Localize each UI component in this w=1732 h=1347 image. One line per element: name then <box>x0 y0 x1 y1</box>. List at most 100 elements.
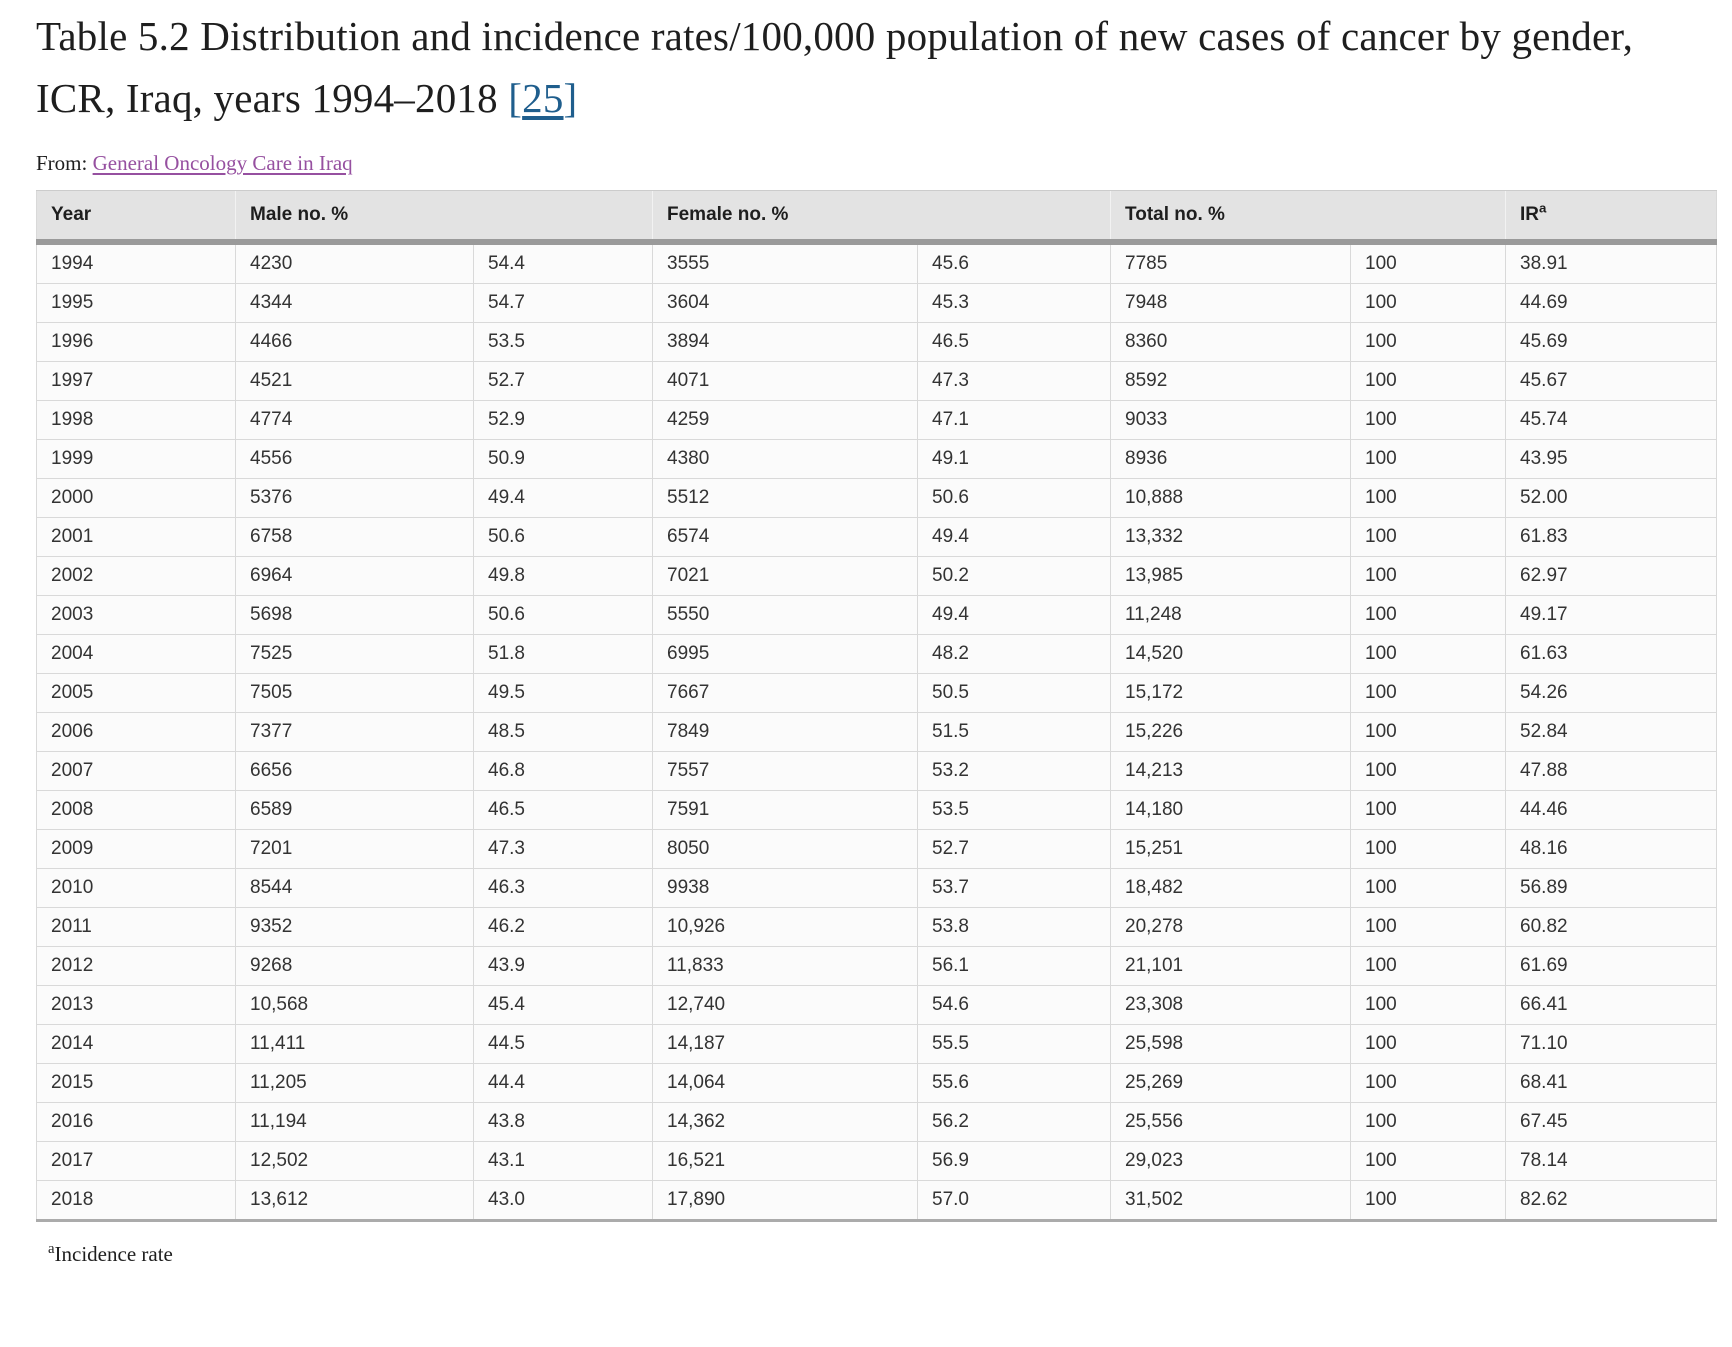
cell-year: 2008 <box>36 790 236 830</box>
header-male: Male no. % <box>235 190 653 245</box>
table-row: 2015 11,205 44.4 14,064 55.6 25,269 100 68.41 <box>36 1063 1717 1103</box>
table-row: 2012 9268 43.9 11,833 56.1 21,101 100 61.69 <box>36 946 1717 986</box>
cell-female-no: 6995 <box>652 634 918 674</box>
cell-female-no: 4380 <box>652 439 918 479</box>
cell-ir: 45.74 <box>1505 400 1717 440</box>
cell-total-no: 13,332 <box>1110 517 1351 557</box>
header-ir-superscript: a <box>1539 200 1547 216</box>
cell-ir: 61.63 <box>1505 634 1717 674</box>
cell-ir: 44.69 <box>1505 283 1717 323</box>
table-row: 2004 7525 51.8 6995 48.2 14,520 100 61.63 <box>36 634 1717 674</box>
header-female: Female no. % <box>651 190 1111 245</box>
cell-total-no: 29,023 <box>1110 1141 1351 1181</box>
cell-total-pct: 100 <box>1350 868 1506 908</box>
cell-female-pct: 45.6 <box>916 242 1111 284</box>
cell-total-pct: 100 <box>1350 673 1506 713</box>
cell-female-pct: 55.6 <box>916 1063 1111 1103</box>
cell-female-pct: 56.9 <box>916 1141 1111 1181</box>
cell-total-no: 8592 <box>1110 361 1351 401</box>
cell-male-no: 4774 <box>235 400 474 440</box>
cell-female-no: 7849 <box>652 712 918 752</box>
cell-male-pct: 44.5 <box>473 1024 653 1064</box>
cell-female-no: 3604 <box>652 283 918 323</box>
cell-year: 1999 <box>36 439 236 479</box>
cell-total-pct: 100 <box>1350 985 1506 1025</box>
cell-male-no: 9352 <box>235 907 474 947</box>
cell-female-no: 7557 <box>652 751 918 791</box>
footnote: aIncidence rate <box>48 1242 1716 1267</box>
cell-female-no: 12,740 <box>652 985 918 1025</box>
cell-female-pct: 49.4 <box>916 517 1111 557</box>
table-row: 2017 12,502 43.1 16,521 56.9 29,023 100 78.14 <box>36 1141 1717 1181</box>
cell-ir: 44.46 <box>1505 790 1717 830</box>
cell-total-pct: 100 <box>1350 907 1506 947</box>
table-row: 1996 4466 53.5 3894 46.5 8360 100 45.69 <box>36 322 1717 362</box>
reference-link[interactable]: 25 <box>522 74 564 121</box>
cell-female-no: 5550 <box>652 595 918 635</box>
cell-year: 2016 <box>36 1102 236 1142</box>
cell-female-no: 6574 <box>652 517 918 557</box>
cell-female-pct: 50.2 <box>916 556 1111 596</box>
cell-total-no: 14,180 <box>1110 790 1351 830</box>
cell-year: 2014 <box>36 1024 236 1064</box>
cell-ir: 38.91 <box>1505 242 1717 284</box>
cell-total-pct: 100 <box>1350 712 1506 752</box>
table-row: 2005 7505 49.5 7667 50.5 15,172 100 54.26 <box>36 673 1717 713</box>
cell-ir: 67.45 <box>1505 1102 1717 1142</box>
cell-total-no: 10,888 <box>1110 478 1351 518</box>
table-row: 2010 8544 46.3 9938 53.7 18,482 100 56.89 <box>36 868 1717 908</box>
cell-year: 2003 <box>36 595 236 635</box>
cell-total-pct: 100 <box>1350 751 1506 791</box>
cell-female-pct: 51.5 <box>916 712 1111 752</box>
cell-ir: 49.17 <box>1505 595 1717 635</box>
cell-total-pct: 100 <box>1350 1141 1506 1181</box>
cell-year: 2018 <box>36 1180 236 1221</box>
cell-total-pct: 100 <box>1350 439 1506 479</box>
source-link[interactable]: General Oncology Care in Iraq <box>92 151 353 175</box>
cell-male-no: 5376 <box>235 478 474 518</box>
cell-total-pct: 100 <box>1350 478 1506 518</box>
cell-year: 2002 <box>36 556 236 596</box>
cell-total-no: 14,520 <box>1110 634 1351 674</box>
cell-female-pct: 56.1 <box>916 946 1111 986</box>
cell-female-pct: 53.5 <box>916 790 1111 830</box>
table-row: 2007 6656 46.8 7557 53.2 14,213 100 47.88 <box>36 751 1717 791</box>
cell-male-no: 7377 <box>235 712 474 752</box>
cell-total-pct: 100 <box>1350 283 1506 323</box>
cell-year: 1998 <box>36 400 236 440</box>
cell-male-pct: 43.8 <box>473 1102 653 1142</box>
cell-male-no: 6589 <box>235 790 474 830</box>
cell-total-no: 9033 <box>1110 400 1351 440</box>
table-row: 1994 4230 54.4 3555 45.6 7785 100 38.91 <box>36 242 1717 284</box>
cell-male-pct: 52.9 <box>473 400 653 440</box>
cell-total-pct: 100 <box>1350 1102 1506 1142</box>
source-line: From: General Oncology Care in Iraq <box>36 151 1716 176</box>
cell-total-pct: 100 <box>1350 556 1506 596</box>
cell-year: 2013 <box>36 985 236 1025</box>
cell-year: 2001 <box>36 517 236 557</box>
cell-total-no: 7785 <box>1110 242 1351 284</box>
cell-male-pct: 43.1 <box>473 1141 653 1181</box>
cell-male-no: 12,502 <box>235 1141 474 1181</box>
cell-female-pct: 55.5 <box>916 1024 1111 1064</box>
cell-ir: 60.82 <box>1505 907 1717 947</box>
cell-male-no: 6758 <box>235 517 474 557</box>
cell-female-no: 17,890 <box>652 1180 918 1221</box>
cell-year: 2006 <box>36 712 236 752</box>
cell-female-pct: 53.7 <box>916 868 1111 908</box>
cell-total-no: 15,226 <box>1110 712 1351 752</box>
cell-female-no: 7591 <box>652 790 918 830</box>
table-row: 2013 10,568 45.4 12,740 54.6 23,308 100 66.41 <box>36 985 1717 1025</box>
cell-ir: 71.10 <box>1505 1024 1717 1064</box>
header-ir: IRa <box>1505 190 1717 245</box>
cell-female-pct: 47.3 <box>916 361 1111 401</box>
cell-total-pct: 100 <box>1350 1063 1506 1103</box>
cell-total-no: 11,248 <box>1110 595 1351 635</box>
cell-total-no: 7948 <box>1110 283 1351 323</box>
cell-female-pct: 45.3 <box>916 283 1111 323</box>
cell-total-pct: 100 <box>1350 595 1506 635</box>
cell-male-no: 7201 <box>235 829 474 869</box>
cell-male-no: 10,568 <box>235 985 474 1025</box>
cell-male-pct: 50.9 <box>473 439 653 479</box>
cell-male-no: 7505 <box>235 673 474 713</box>
